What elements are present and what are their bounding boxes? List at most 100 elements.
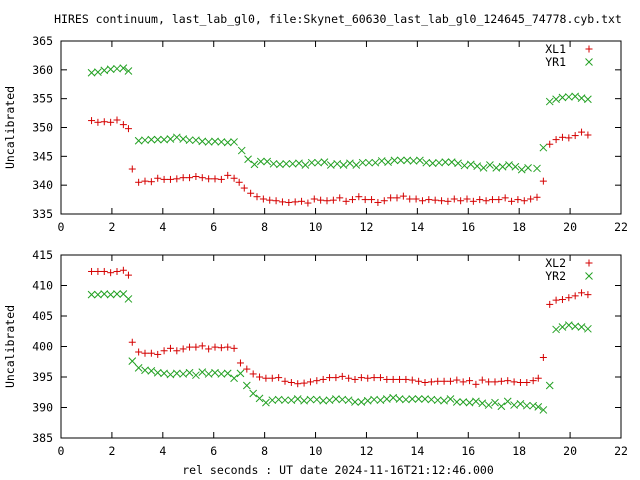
data-point [198, 368, 207, 376]
data-point [256, 157, 265, 166]
data-point [503, 397, 512, 406]
data-point [100, 290, 109, 298]
data-point [534, 403, 543, 411]
data-point [438, 197, 446, 205]
data-point [94, 290, 102, 299]
x-tick-label: 20 [563, 220, 577, 234]
data-point [469, 197, 477, 205]
data-point [539, 353, 547, 361]
data-point [529, 377, 537, 385]
legend-label: XL2 [545, 256, 566, 270]
data-point [431, 196, 439, 204]
data-point [204, 370, 213, 378]
data-point [179, 135, 188, 143]
data-point [508, 197, 516, 205]
data-point [501, 194, 509, 202]
data-point [285, 198, 293, 206]
data-point [412, 195, 420, 203]
data-point [185, 368, 194, 377]
data-point [247, 189, 255, 197]
data-point [514, 196, 522, 204]
data-point [160, 175, 168, 183]
data-point [383, 375, 391, 383]
data-point [87, 290, 96, 299]
data-point [534, 374, 542, 382]
legend-marker [585, 45, 593, 53]
y-tick-label: 360 [32, 63, 53, 77]
data-point [584, 131, 592, 139]
data-point [272, 197, 280, 205]
data-point [408, 376, 416, 384]
data-point [217, 175, 225, 183]
data-point [584, 291, 592, 299]
data-point [577, 323, 586, 331]
data-point [497, 377, 505, 385]
data-point [457, 197, 465, 205]
x-tick-label: 6 [210, 444, 217, 458]
y-axis-label: Uncalibrated [3, 305, 17, 388]
data-point [230, 374, 238, 383]
data-point [154, 174, 162, 182]
plot-frame [60, 40, 622, 215]
data-point [463, 195, 471, 203]
data-point [421, 395, 429, 403]
data-point [368, 196, 376, 204]
data-point [351, 398, 359, 406]
data-point [236, 369, 245, 378]
data-point [511, 162, 520, 171]
data-point [348, 196, 356, 204]
data-point [504, 377, 512, 385]
series-xl1 [88, 116, 592, 207]
data-point [533, 164, 541, 173]
x-tick-label: 16 [461, 220, 475, 234]
data-point [313, 377, 321, 385]
data-point [577, 94, 586, 102]
data-point [396, 375, 404, 383]
x-tick-label: 0 [58, 220, 65, 234]
x-tick-label: 10 [309, 444, 323, 458]
series-yr1 [87, 64, 592, 174]
data-point [425, 196, 433, 204]
data-point [516, 399, 525, 408]
data-point [160, 347, 168, 355]
data-point [565, 134, 573, 142]
data-point [415, 377, 423, 385]
data-point [274, 395, 283, 404]
data-point [147, 178, 155, 186]
data-point [357, 374, 365, 382]
data-point [113, 64, 121, 73]
data-point [395, 395, 404, 403]
data-point [510, 401, 518, 409]
data-point [217, 138, 226, 146]
data-point [119, 121, 127, 129]
data-point [466, 160, 475, 169]
data-point [325, 396, 334, 405]
x-tick-label: 2 [108, 220, 115, 234]
data-point [427, 378, 435, 386]
data-point [106, 65, 115, 74]
data-point [453, 376, 461, 384]
data-point [355, 193, 363, 201]
data-point [364, 374, 372, 382]
data-point [545, 97, 554, 106]
data-point [539, 177, 547, 185]
chart-panels: 0 2 4 6 8 10 12 14 16 18 20 22335340345350355360365… [3, 34, 628, 458]
data-point [338, 395, 347, 404]
data-point [346, 159, 354, 168]
data-point [306, 395, 315, 404]
data-point [192, 343, 200, 351]
data-point [124, 67, 133, 75]
data-point [192, 371, 200, 380]
data-point [160, 135, 168, 144]
y-tick-label: 410 [32, 279, 53, 293]
data-point [281, 377, 289, 385]
x-tick-label: 2 [108, 444, 115, 458]
y-tick-label: 400 [32, 340, 53, 354]
data-point [119, 266, 127, 274]
data-point [211, 175, 219, 183]
plot-frame [60, 254, 622, 439]
data-point [107, 269, 115, 277]
legend-label: YR2 [545, 269, 566, 283]
data-point [88, 117, 96, 125]
